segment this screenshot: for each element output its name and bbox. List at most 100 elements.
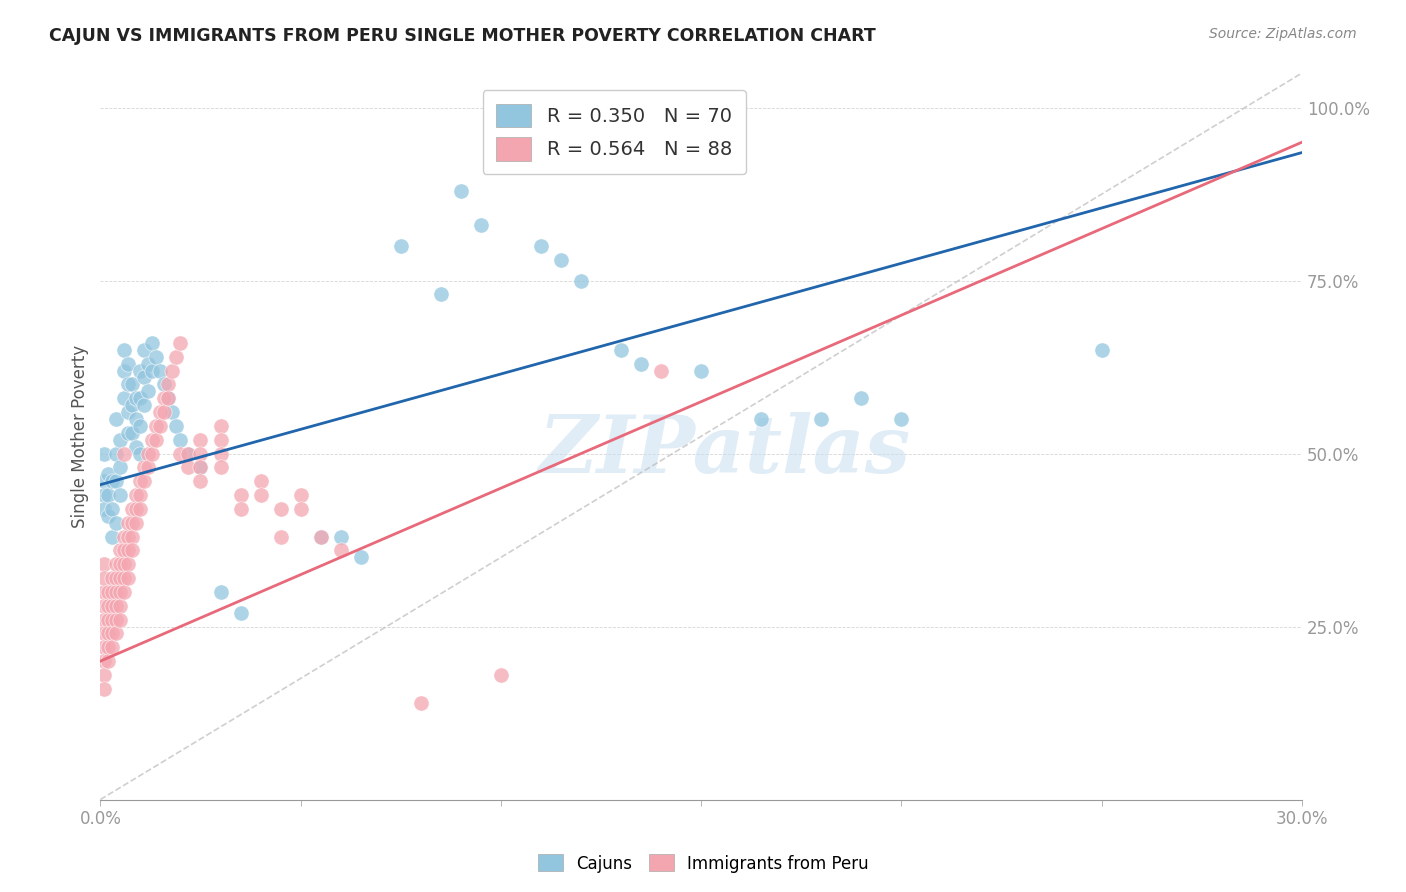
Point <box>169 433 191 447</box>
Point <box>129 502 152 516</box>
Point <box>138 357 160 371</box>
Point <box>110 543 132 558</box>
Point <box>650 363 672 377</box>
Point <box>93 599 115 613</box>
Point <box>97 508 120 523</box>
Point <box>93 668 115 682</box>
Point <box>93 681 115 696</box>
Point <box>209 460 232 475</box>
Point <box>145 350 167 364</box>
Point <box>749 412 772 426</box>
Point <box>209 446 232 460</box>
Point <box>93 446 115 460</box>
Point <box>149 405 172 419</box>
Point <box>105 558 128 572</box>
Point <box>851 391 873 405</box>
Point <box>110 460 132 475</box>
Point <box>190 460 212 475</box>
Point <box>134 343 156 357</box>
Point <box>110 433 132 447</box>
Text: CAJUN VS IMMIGRANTS FROM PERU SINGLE MOTHER POVERTY CORRELATION CHART: CAJUN VS IMMIGRANTS FROM PERU SINGLE MOT… <box>49 27 876 45</box>
Point <box>105 516 128 530</box>
Point <box>489 101 512 115</box>
Point <box>550 252 572 267</box>
Point <box>153 405 176 419</box>
Point <box>270 502 292 516</box>
Point <box>157 391 180 405</box>
Point <box>110 585 132 599</box>
Point <box>177 446 200 460</box>
Point <box>110 599 132 613</box>
Point <box>121 398 143 412</box>
Point <box>149 418 172 433</box>
Point <box>101 530 124 544</box>
Point <box>129 391 152 405</box>
Point <box>450 184 472 198</box>
Point <box>141 433 163 447</box>
Point <box>489 668 512 682</box>
Point <box>101 640 124 655</box>
Point <box>105 613 128 627</box>
Point <box>105 585 128 599</box>
Point <box>141 446 163 460</box>
Point <box>134 460 156 475</box>
Point <box>309 530 332 544</box>
Point <box>149 363 172 377</box>
Point <box>93 626 115 640</box>
Point <box>138 384 160 399</box>
Point <box>510 101 533 115</box>
Point <box>134 474 156 488</box>
Point <box>125 516 148 530</box>
Point <box>290 502 312 516</box>
Point <box>110 558 132 572</box>
Point <box>101 626 124 640</box>
Point <box>125 440 148 454</box>
Point <box>145 433 167 447</box>
Point <box>249 474 271 488</box>
Point <box>121 530 143 544</box>
Point <box>145 418 167 433</box>
Point <box>97 654 120 668</box>
Point <box>190 474 212 488</box>
Point <box>101 585 124 599</box>
Point <box>93 613 115 627</box>
Point <box>169 446 191 460</box>
Point <box>117 571 139 585</box>
Point <box>121 516 143 530</box>
Point <box>129 363 152 377</box>
Point <box>1091 343 1114 357</box>
Point <box>93 474 115 488</box>
Point <box>93 488 115 502</box>
Point <box>329 543 352 558</box>
Point <box>112 446 135 460</box>
Point <box>93 585 115 599</box>
Point <box>166 350 188 364</box>
Point <box>97 488 120 502</box>
Point <box>129 446 152 460</box>
Point <box>93 571 115 585</box>
Point <box>153 391 176 405</box>
Point <box>630 357 652 371</box>
Point <box>105 599 128 613</box>
Point <box>810 412 832 426</box>
Point <box>121 502 143 516</box>
Point <box>166 418 188 433</box>
Point <box>129 418 152 433</box>
Point <box>350 550 373 565</box>
Point <box>209 585 232 599</box>
Point <box>290 488 312 502</box>
Point <box>162 405 184 419</box>
Point <box>101 571 124 585</box>
Point <box>209 433 232 447</box>
Point <box>249 488 271 502</box>
Point <box>112 363 135 377</box>
Point <box>157 377 180 392</box>
Point <box>112 585 135 599</box>
Point <box>190 446 212 460</box>
Point <box>97 585 120 599</box>
Point <box>138 460 160 475</box>
Point <box>97 467 120 482</box>
Point <box>530 239 553 253</box>
Point <box>229 606 252 620</box>
Point <box>101 502 124 516</box>
